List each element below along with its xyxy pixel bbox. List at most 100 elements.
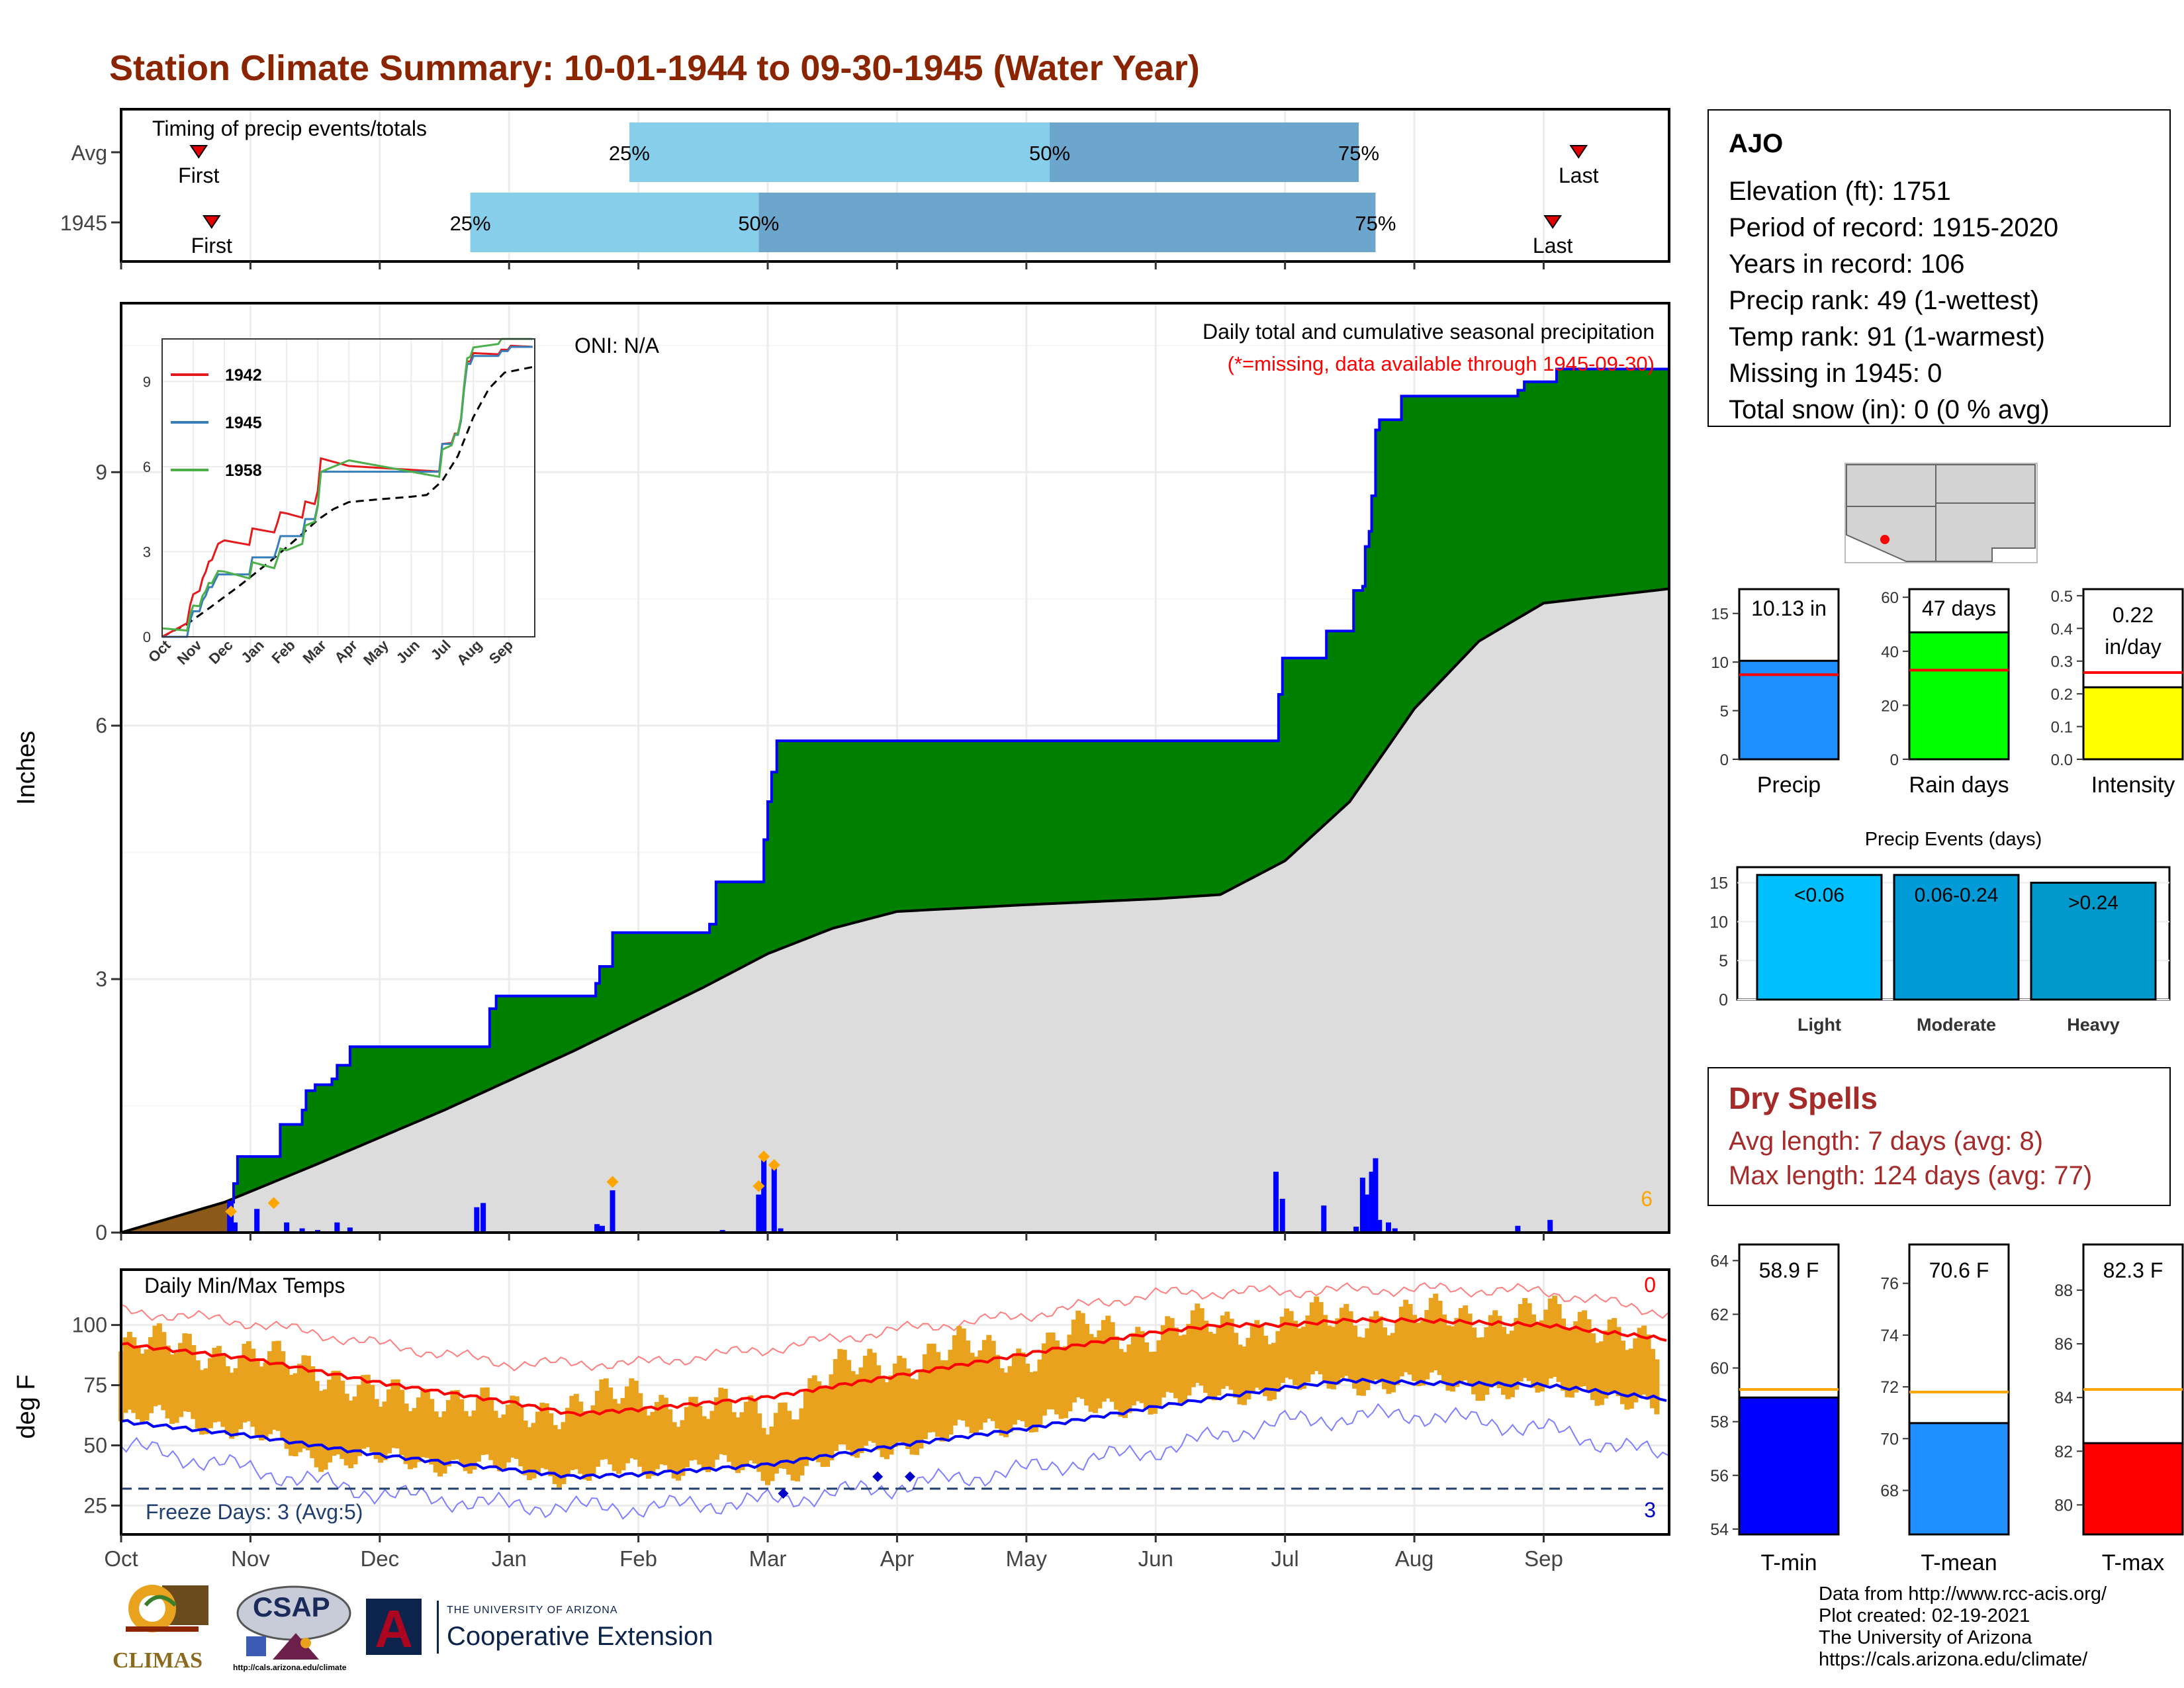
temp-daily-bar — [1552, 1295, 1558, 1377]
month-label: Aug — [1395, 1546, 1434, 1571]
page-title: Station Climate Summary: 10-01-1944 to 0… — [109, 48, 1200, 88]
temp-record-max-line — [120, 1282, 1668, 1372]
temp-daily-bar — [1322, 1315, 1328, 1382]
temp-daily-bar — [578, 1401, 584, 1474]
precip-daily-bar — [334, 1222, 340, 1233]
temp-daily-bar — [441, 1411, 447, 1474]
temp-daily-bar — [331, 1370, 337, 1456]
inset-ytick: 3 — [143, 543, 151, 560]
temp-daily-bar — [459, 1399, 465, 1465]
precip-ylabel: Inches — [13, 731, 40, 805]
temp-ytick: 25 — [83, 1493, 107, 1517]
temp-daily-bar — [1165, 1316, 1171, 1392]
temp-daily-bar — [841, 1350, 847, 1445]
temp-daily-bar — [918, 1369, 924, 1449]
temp-daily-bar — [1267, 1344, 1273, 1401]
mini-temp-tick: 64 — [1710, 1252, 1729, 1270]
temp-daily-bar — [233, 1368, 239, 1436]
temp-daily-bar — [1612, 1318, 1617, 1391]
temp-daily-bar — [510, 1395, 516, 1458]
temp-daily-bar — [156, 1323, 162, 1405]
events-tick: 5 — [1719, 952, 1728, 970]
temp-daily-bar — [1195, 1303, 1201, 1383]
timing-marker-label: First — [178, 164, 219, 187]
temp-daily-bar — [480, 1387, 486, 1456]
temp-daily-bar — [1531, 1314, 1537, 1388]
temp-daily-bar — [1122, 1352, 1128, 1419]
temp-daily-bar — [373, 1399, 379, 1460]
temp-daily-bar — [152, 1325, 158, 1407]
temp-daily-bar — [582, 1411, 588, 1479]
temp-daily-bar — [1603, 1330, 1609, 1399]
temp-daily-bar — [1561, 1318, 1567, 1391]
map-land — [1846, 464, 2036, 562]
temp-daily-bar — [782, 1402, 788, 1469]
station-temp-rank: Temp rank: 91 (1-warmest) — [1729, 322, 2045, 352]
temp-daily-bar — [1645, 1334, 1651, 1400]
temp-daily-bar — [1420, 1321, 1426, 1385]
precip-daily-bar — [1279, 1198, 1285, 1233]
temp-daily-bar — [1330, 1327, 1336, 1389]
precip-cumulative-line — [121, 367, 1669, 1234]
temp-daily-bar — [846, 1360, 852, 1450]
temp-daily-bar — [756, 1413, 762, 1472]
temp-daily-bar — [1016, 1348, 1022, 1420]
precip-daily-bar — [299, 1228, 305, 1233]
precip-trace-marker — [225, 1205, 238, 1218]
temp-daily-bar — [144, 1349, 150, 1421]
temp-daily-bar — [1263, 1335, 1269, 1397]
temp-daily-bar — [280, 1351, 286, 1439]
mini-precip-value: 0.22 — [2113, 603, 2154, 627]
timing-pct-label: 50% — [1029, 142, 1070, 165]
footer-data-source: Data from http://www.rcc-acis.org/ — [1819, 1583, 2107, 1605]
footer-credits: Data from http://www.rcc-acis.org/ Plot … — [1819, 1583, 2107, 1671]
dry-spells-heading: Dry Spells — [1729, 1081, 1878, 1115]
inset-ytick: 6 — [143, 459, 151, 475]
temp-daily-bar — [1496, 1315, 1502, 1389]
temp-daily-bar — [1271, 1342, 1277, 1400]
station-name: AJO — [1729, 129, 1784, 158]
temp-daily-bar — [701, 1416, 707, 1471]
temp-daily-bar — [408, 1411, 414, 1470]
precip-daily-bar — [1359, 1178, 1365, 1233]
precip-daily-bar — [347, 1227, 353, 1233]
temp-daily-bar — [671, 1422, 677, 1479]
temp-daily-bar — [289, 1374, 295, 1456]
events-bar — [1893, 874, 2020, 1001]
precip-ytick: 3 — [95, 967, 107, 991]
temp-daily-bar — [1046, 1333, 1052, 1410]
inset-ytick: 0 — [143, 629, 151, 645]
temp-daily-bar — [161, 1332, 167, 1411]
temp-daily-bar — [1347, 1311, 1353, 1381]
temp-daily-bar — [531, 1423, 537, 1479]
timing-pct-label: 25% — [609, 142, 650, 165]
temp-daily-bar — [361, 1375, 367, 1449]
mini-precip-unit: in/day — [2105, 635, 2161, 659]
temp-daily-bar — [1471, 1327, 1477, 1395]
temp-daily-bar — [1633, 1338, 1639, 1403]
temp-daily-bar — [1126, 1344, 1132, 1413]
precip-daily-bar — [284, 1222, 290, 1233]
temp-daily-bar — [173, 1352, 179, 1423]
svg-text:A: A — [375, 1599, 413, 1658]
precip-daily-bar — [1385, 1222, 1391, 1233]
temp-daily-bar — [1003, 1372, 1009, 1438]
temp-daily-bar — [603, 1378, 609, 1460]
precip-daily-bar — [1392, 1228, 1398, 1233]
csap-logo: CSAP http://cals.arizona.edu/climate — [233, 1583, 352, 1683]
temp-daily-bar — [684, 1407, 690, 1468]
temp-daily-bar — [599, 1379, 605, 1460]
temp-daily-bar — [956, 1326, 962, 1420]
mini-precip-tick: 0.3 — [2051, 653, 2073, 671]
temp-daily-bar — [445, 1400, 451, 1467]
temp-daily-bar — [713, 1397, 719, 1460]
precip-daily-bar — [254, 1209, 260, 1233]
mini-precip-frame — [1908, 588, 2010, 761]
temp-daily-bar — [1339, 1307, 1345, 1378]
events-title: Precip Events (days) — [1865, 829, 2042, 850]
inset-legend-label: 1942 — [225, 366, 262, 385]
temp-daily-bar — [837, 1348, 843, 1445]
temp-daily-bar — [1109, 1322, 1115, 1402]
precip-daily-bar — [756, 1194, 762, 1233]
temp-daily-bar — [1160, 1325, 1166, 1398]
